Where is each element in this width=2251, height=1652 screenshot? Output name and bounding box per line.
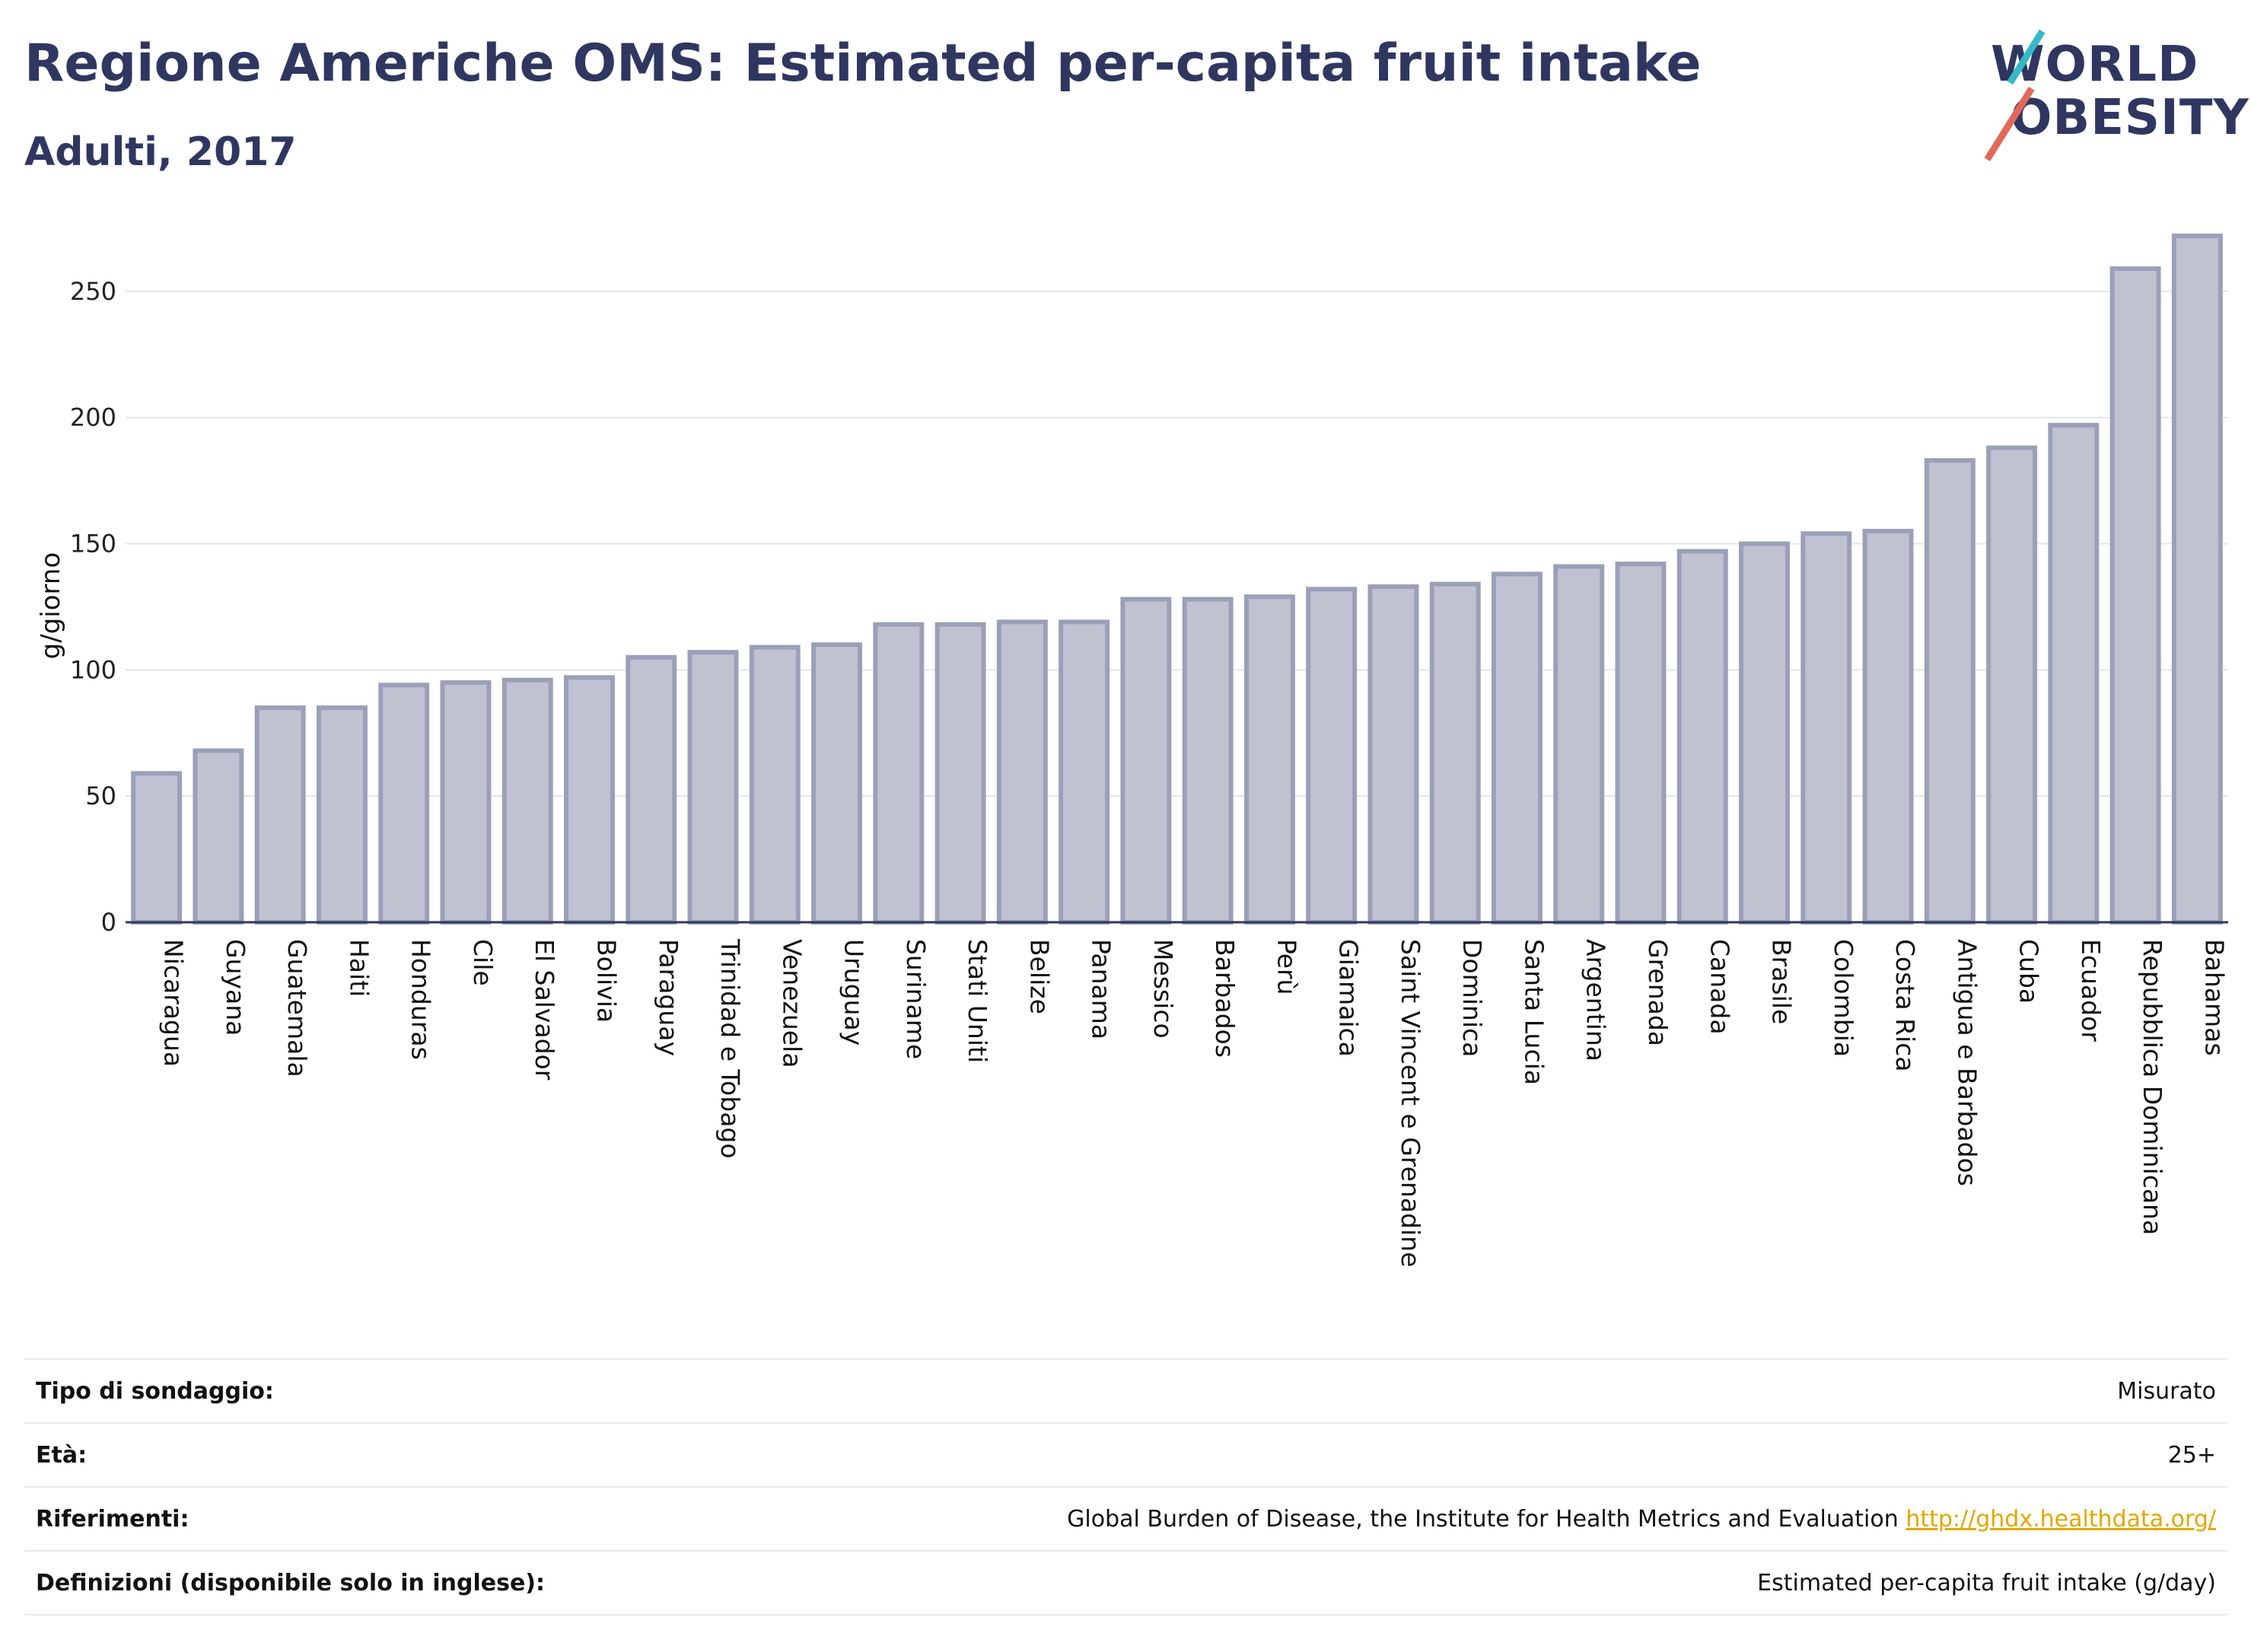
bar[interactable] — [1553, 564, 1605, 925]
x-category-label: Nicaragua — [159, 939, 189, 1067]
info-label: Tipo di sondaggio: — [36, 1378, 274, 1405]
x-category-label: Belize — [1024, 939, 1054, 1014]
bar[interactable] — [2171, 233, 2223, 925]
logo-line-2: OBESITY — [2011, 90, 2249, 146]
bar[interactable] — [501, 677, 553, 925]
reference-link[interactable]: http://ghdx.healthdata.org/ — [1906, 1506, 2216, 1533]
x-category-label: Suriname — [901, 939, 931, 1059]
x-category-label: Canada — [1705, 939, 1734, 1035]
x-category-label: Grenada — [1643, 939, 1673, 1046]
bar[interactable] — [1676, 549, 1728, 925]
bar[interactable] — [1120, 597, 1172, 925]
x-category-label: Bahamas — [2199, 939, 2229, 1056]
x-category-label: Cuba — [2014, 939, 2044, 1004]
x-category-label: Bolivia — [591, 939, 621, 1023]
info-label: Età: — [36, 1442, 88, 1469]
info-row-age: Età: 25+ — [24, 1422, 2227, 1486]
bar[interactable] — [2048, 422, 2100, 925]
bar[interactable] — [1429, 581, 1481, 925]
bar[interactable] — [193, 748, 244, 925]
bar-chart: 0 50 100 150 200 250 Nicaragua Guyana Guatemala… — [36, 233, 2230, 1267]
x-category-label: Barbados — [1210, 939, 1240, 1058]
x-category-label: Paraguay — [654, 939, 683, 1056]
reference-text: Global Burden of Disease, the Institute … — [1067, 1506, 1899, 1533]
info-label: Definizioni (disponibile solo in inglese… — [36, 1570, 545, 1596]
bar[interactable] — [1800, 531, 1852, 925]
bar[interactable] — [626, 654, 677, 925]
info-label: Riferimenti: — [36, 1506, 189, 1533]
x-category-label: Cile — [468, 939, 498, 986]
bar[interactable] — [2109, 266, 2161, 925]
bar[interactable] — [1243, 594, 1295, 925]
bar[interactable] — [811, 642, 863, 925]
chart-subtitle: Adulti, 2017 — [24, 129, 297, 175]
info-value: 25+ — [2167, 1442, 2216, 1469]
bar[interactable] — [687, 650, 739, 925]
x-category-label: Dominica — [1457, 939, 1487, 1057]
x-category-label: El Salvador — [530, 939, 559, 1081]
x-category-label: Santa Lucia — [1519, 939, 1549, 1085]
x-category-label: Guatemala — [282, 939, 312, 1077]
bar[interactable] — [996, 619, 1048, 925]
y-axis-title: g/giorno — [36, 552, 66, 660]
info-value-references: Global Burden of Disease, the Institute … — [1067, 1506, 2216, 1533]
world-obesity-logo: WORLD OBESITY — [1979, 23, 2249, 162]
bar[interactable] — [1182, 597, 1234, 925]
x-category-label: Ecuador — [2076, 939, 2106, 1042]
x-category-label: Saint Vincent e Grenadine — [1396, 939, 1425, 1267]
x-category-label: Costa Rica — [1890, 939, 1920, 1072]
bar[interactable] — [1491, 571, 1543, 925]
bar[interactable] — [1059, 619, 1110, 925]
bar[interactable] — [1367, 584, 1419, 925]
info-row-survey-type: Tipo di sondaggio: Misurato — [24, 1358, 2227, 1422]
y-tick-label: 100 — [70, 655, 116, 684]
y-tick-label: 150 — [70, 530, 116, 559]
x-category-label: Giamaica — [1334, 939, 1364, 1057]
bar[interactable] — [440, 680, 492, 925]
x-category-label: Argentina — [1581, 939, 1611, 1062]
y-tick-label: 250 — [70, 277, 116, 306]
x-category-label: Trinidad e Tobago — [715, 938, 745, 1159]
info-table: Tipo di sondaggio: Misurato Età: 25+ Rif… — [24, 1358, 2227, 1615]
bar[interactable] — [316, 705, 368, 925]
bar[interactable] — [1986, 445, 2038, 925]
x-category-label: Antigua e Barbados — [1952, 939, 1982, 1186]
bar[interactable] — [1306, 587, 1358, 925]
x-category-label: Perù — [1272, 939, 1301, 995]
y-tick-label: 0 — [101, 908, 116, 937]
y-tick-label: 50 — [85, 781, 116, 810]
y-tick-labels: 0 50 100 150 200 250 — [70, 277, 116, 937]
bars — [131, 233, 2223, 925]
bar[interactable] — [564, 675, 615, 925]
x-category-label: Haiti — [344, 939, 374, 997]
x-category-label: Guyana — [221, 939, 250, 1036]
y-tick-label: 200 — [70, 403, 116, 432]
bar[interactable] — [254, 705, 306, 925]
x-category-labels: Nicaragua Guyana Guatemala Haiti Honduras Cil… — [159, 938, 2230, 1267]
info-value: Estimated per-capita fruit intake (g/day… — [1757, 1570, 2216, 1596]
bar[interactable] — [934, 622, 986, 925]
bar[interactable] — [1739, 541, 1790, 925]
x-category-label: Uruguay — [839, 939, 869, 1046]
x-category-label: Stati Uniti — [963, 939, 992, 1063]
bar[interactable] — [1862, 528, 1914, 925]
info-value: Misurato — [2117, 1378, 2216, 1405]
bar[interactable] — [749, 645, 801, 925]
x-category-label: Colombia — [1829, 939, 1858, 1057]
x-category-label: Panama — [1087, 939, 1116, 1039]
bar[interactable] — [1924, 458, 1976, 925]
bar[interactable] — [131, 771, 183, 925]
bar[interactable] — [1615, 562, 1667, 925]
x-category-label: Repubblica Dominicana — [2138, 939, 2167, 1235]
bar[interactable] — [378, 683, 430, 925]
info-row-references: Riferimenti: Global Burden of Disease, t… — [24, 1486, 2227, 1550]
chart-title: Regione Americhe OMS: Estimated per-capi… — [24, 33, 1702, 94]
x-category-label: Venezuela — [777, 939, 807, 1068]
bar[interactable] — [873, 622, 925, 925]
x-category-label: Honduras — [406, 939, 436, 1060]
x-category-label: Messico — [1148, 939, 1178, 1039]
x-category-label: Brasile — [1767, 939, 1797, 1024]
info-row-definitions: Definizioni (disponibile solo in inglese… — [24, 1550, 2227, 1615]
